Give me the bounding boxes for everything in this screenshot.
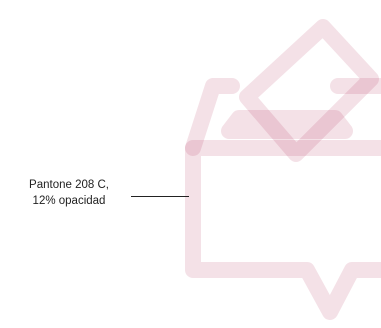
color-annotation: Pantone 208 C, 12% opacidad (14, 177, 124, 209)
ballot-box-icon (185, 19, 381, 320)
annotation-leader-line (131, 196, 189, 197)
ballot-paper (239, 19, 379, 162)
ballot-slot (221, 110, 353, 139)
annotation-line-2: 12% opacidad (32, 195, 106, 207)
annotation-line-1: Pantone 208 C, (29, 179, 109, 191)
ballot-box-roof (185, 78, 381, 156)
ballot-box-body (185, 140, 381, 320)
